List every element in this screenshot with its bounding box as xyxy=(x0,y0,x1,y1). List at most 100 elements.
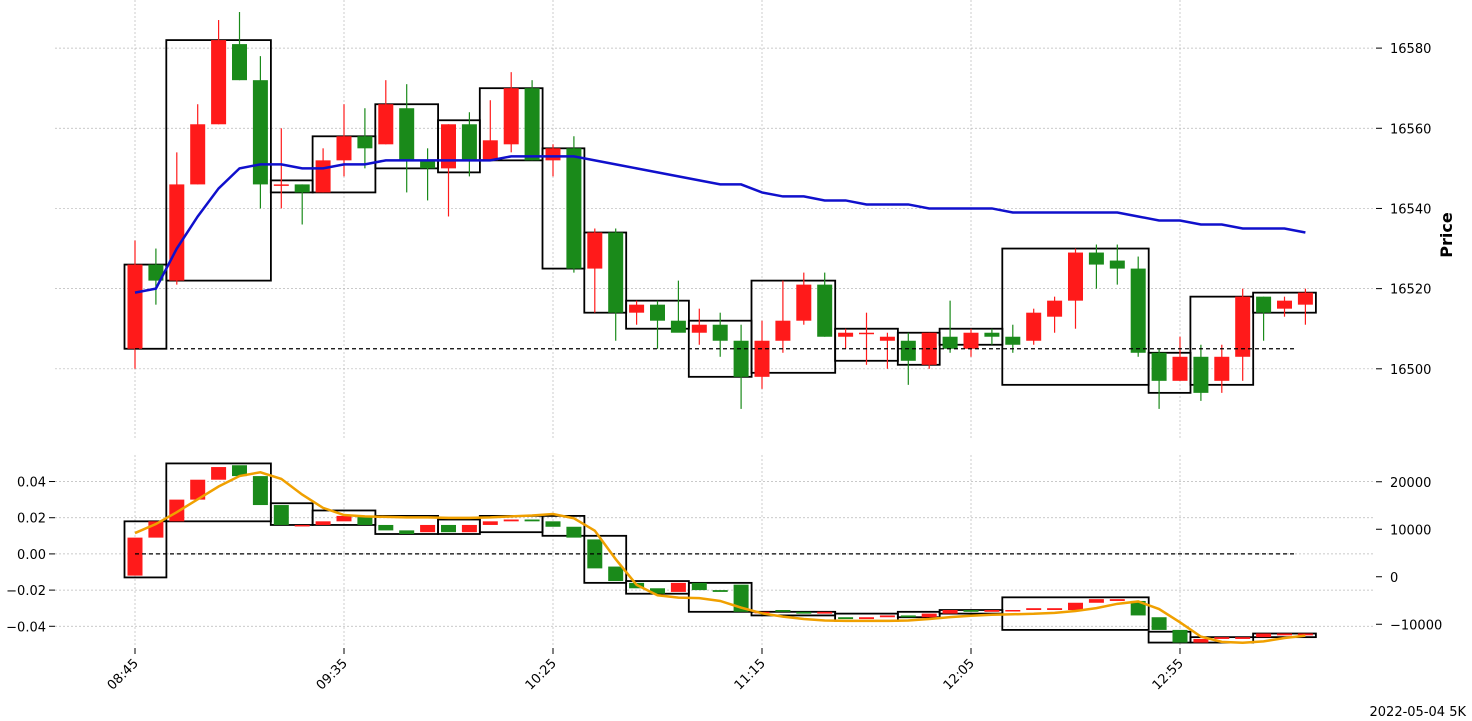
price-axis-ticks: 16500 16520 16540 16560 16580 xyxy=(1376,42,1431,378)
indicator-candle xyxy=(1277,633,1292,636)
price-candle xyxy=(900,340,916,361)
x-axis-ticks: 08:45 09:35 10:25 11:15 12:05 12:55 xyxy=(105,648,1187,693)
price-candle xyxy=(315,160,331,193)
x-tick-label: 08:45 xyxy=(105,656,142,693)
indicator-box xyxy=(165,462,272,523)
indicator-panel-lines xyxy=(134,470,1306,645)
indicator-candle xyxy=(1068,602,1083,610)
indicator-candle xyxy=(1256,633,1272,638)
indicator-candle xyxy=(545,521,561,527)
price-candle xyxy=(1109,260,1125,269)
indicator-candle xyxy=(859,617,874,620)
indicator-candle xyxy=(378,524,394,531)
indicator-candle xyxy=(336,515,352,522)
price-candle xyxy=(1256,296,1272,313)
price-candle xyxy=(629,304,645,313)
price-candle xyxy=(190,124,206,185)
x-tick-label: 12:55 xyxy=(1150,656,1187,693)
indicator-candle xyxy=(357,515,373,525)
price-candle xyxy=(378,104,394,145)
price-candle xyxy=(608,232,624,313)
price-candle xyxy=(273,184,289,186)
price-candle xyxy=(232,44,247,81)
indicator-candle xyxy=(420,524,436,533)
price-candle xyxy=(775,320,791,341)
price-candle xyxy=(420,160,436,169)
price-candle xyxy=(838,332,854,337)
price-candle xyxy=(1214,356,1230,381)
price-candle xyxy=(1088,252,1104,265)
indicator-candle xyxy=(608,566,624,582)
price-candle xyxy=(336,136,352,161)
indicator-candle xyxy=(315,521,331,525)
indicator-candle xyxy=(1026,608,1042,610)
price-panel-grid xyxy=(55,0,1375,440)
price-candle xyxy=(754,340,770,377)
indicator-right-tick-label: 10000 xyxy=(1390,523,1431,538)
price-candle xyxy=(733,340,749,377)
price-candle xyxy=(817,284,833,337)
indicator-candle xyxy=(921,613,937,618)
indicator-candle xyxy=(294,524,310,527)
indicator-right-tick-label: 0 xyxy=(1390,571,1398,586)
indicator-box xyxy=(896,610,941,619)
price-candle xyxy=(399,108,415,161)
x-tick-label: 12:05 xyxy=(941,656,978,693)
indicator-candle xyxy=(1214,637,1230,639)
indicator-candle xyxy=(796,611,812,614)
price-candle xyxy=(357,136,373,149)
price-candle xyxy=(879,336,895,341)
indicator-candle xyxy=(399,530,415,534)
price-candle xyxy=(963,332,979,349)
indicator-box xyxy=(123,520,168,579)
indicator-left-tick-label: −0.04 xyxy=(6,620,46,635)
price-candle xyxy=(169,184,185,281)
indicator-candle xyxy=(942,610,958,614)
indicator-candle xyxy=(963,610,979,612)
indicator-candle xyxy=(817,611,833,614)
price-candle xyxy=(587,232,603,269)
indicator-panel-candles xyxy=(127,465,1313,643)
price-box xyxy=(750,279,837,374)
indicator-right-tick-label: −10000 xyxy=(1390,618,1442,633)
indicator-candle xyxy=(587,539,603,569)
indicator-candle xyxy=(670,582,686,592)
price-candle xyxy=(1235,296,1251,357)
price-candle xyxy=(1130,268,1146,353)
price-box xyxy=(541,147,586,270)
price-candle xyxy=(545,148,561,161)
price-candle xyxy=(566,148,582,269)
indicator-candle xyxy=(879,615,895,618)
indicator-candle xyxy=(984,610,1000,612)
price-candle xyxy=(712,324,728,341)
indicator-candle xyxy=(190,479,206,500)
x-tick-label: 11:15 xyxy=(732,656,769,693)
indicator-candle xyxy=(1193,638,1209,643)
price-tick-label: 16560 xyxy=(1390,122,1431,137)
price-candle xyxy=(691,324,707,333)
indicator-left-tick-label: −0.02 xyxy=(6,584,46,599)
price-candle xyxy=(1151,352,1167,381)
price-tick-label: 16580 xyxy=(1390,42,1431,57)
indicator-candle xyxy=(1047,608,1063,610)
price-tick-label: 16540 xyxy=(1390,202,1431,217)
indicator-candle xyxy=(127,537,143,576)
indicator-candle xyxy=(524,519,540,522)
x-tick-label: 10:25 xyxy=(523,656,560,693)
indicator-candle xyxy=(1130,600,1146,616)
price-candle xyxy=(1005,336,1021,345)
price-candle xyxy=(650,304,665,321)
price-candle xyxy=(211,40,227,125)
indicator-candle xyxy=(1172,629,1188,643)
indicator-candle xyxy=(1235,637,1251,639)
indicator-candle xyxy=(712,590,728,592)
indicator-line xyxy=(134,470,1306,645)
indicator-candle xyxy=(441,524,456,533)
price-candle xyxy=(252,80,268,185)
indicator-candle xyxy=(1151,617,1167,630)
moving-average-line xyxy=(134,155,1306,294)
indicator-candle xyxy=(775,610,791,612)
indicator-candle xyxy=(900,615,916,618)
price-candle xyxy=(294,184,310,193)
price-tick-label: 16500 xyxy=(1390,363,1431,378)
